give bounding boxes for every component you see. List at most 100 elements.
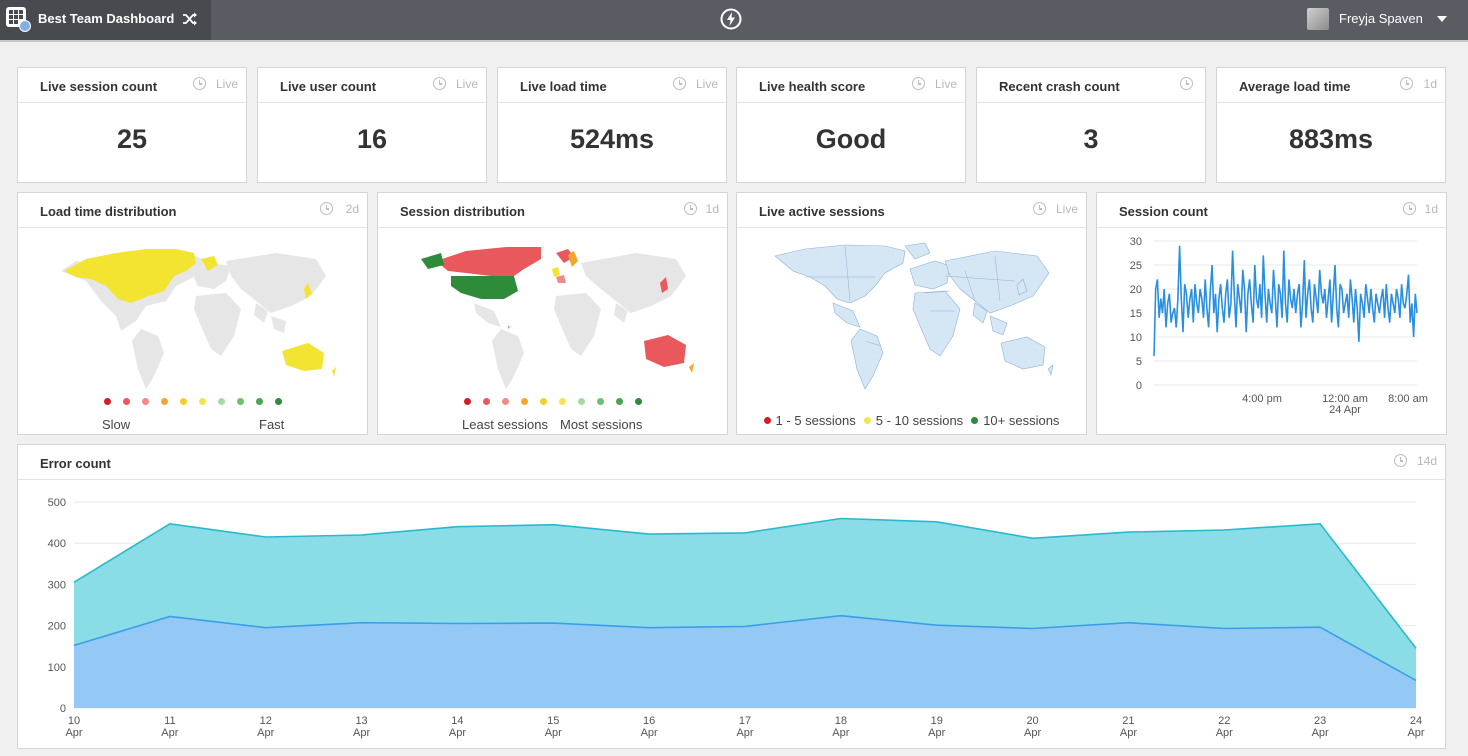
widget-header[interactable]: Average load time 1d [1217,68,1445,103]
clock-icon [912,77,925,90]
lightning-bolt-icon[interactable] [720,8,742,30]
widget-title: Live health score [759,79,866,94]
load-time-map[interactable] [46,241,346,391]
live-active-sessions-widget: Live active sessions Live 1 - 5 sessions… [736,192,1087,435]
y-tick-label: 25 [1130,260,1142,272]
widget-header[interactable]: Live load time Live [498,68,726,103]
legend-color-dot [122,398,130,405]
legend-color-dot [615,398,623,405]
x-tick-label: 22 [1218,715,1230,727]
clock-icon [1403,202,1416,215]
x-tick-label: Apr [1407,727,1424,739]
stat-value: 25 [116,124,148,154]
clock-icon [1033,202,1046,215]
x-tick-label: 11 [164,715,175,727]
legend-color-dot [463,398,471,405]
widget-title: Load time distribution [40,204,177,219]
widget-period: Live [695,77,718,91]
color-scale-legend [18,398,367,405]
clock-icon [320,202,333,215]
widget-title: Live load time [520,79,607,94]
x-tick-label: Apr [1312,727,1329,739]
clock-icon [193,77,206,90]
avatar[interactable] [1307,8,1329,30]
x-tick-label: 18 [835,715,847,727]
x-tick-label: 17 [739,715,751,727]
legend-item: 1 - 5 sessions [763,413,856,428]
series-area [74,615,1416,708]
widget-header[interactable]: Live user count Live [258,68,486,103]
widget-header[interactable]: Load time distribution 2d [18,193,367,228]
widget-period: Live [455,77,478,91]
clock-icon [684,202,697,215]
legend-color-dot [501,398,509,405]
sessions-legend: 1 - 5 sessions 5 - 10 sessions 10+ session… [737,413,1086,428]
widget-period: 1d [1423,77,1437,91]
legend-color-dot [971,417,979,424]
widget-header[interactable]: Session distribution 1d [378,193,727,228]
world-map-base [474,253,686,389]
stat-card[interactable]: Live session count Live 25 [17,67,247,183]
widget-title: Live active sessions [759,204,885,219]
widget-header[interactable]: Error count 14d [18,445,1445,480]
dashboard-switcher[interactable]: Best Team Dashboard [0,0,211,40]
stat-card[interactable]: Live user count Live 16 [257,67,487,183]
x-tick-label: Apr [65,727,82,739]
x-tick-label: 21 [1122,715,1134,727]
widget-title: Live session count [40,79,158,94]
widget-header[interactable]: Live health score Live [737,68,965,103]
x-tick-label: 4:00 pm [1242,393,1282,405]
error-count-chart[interactable]: 010020030040050010Apr11Apr12Apr13Apr14Ap… [18,481,1445,748]
dashboard-title[interactable]: Best Team Dashboard [38,11,175,26]
y-tick-label: 300 [48,579,66,591]
user-name[interactable]: Freyja Spaven [1339,11,1423,26]
legend-color-dot [198,398,206,405]
legend-color-dot [539,398,547,405]
widget-period: Live [1055,202,1078,216]
legend-low-label: Least sessions [462,417,548,432]
widget-period: 1d [705,202,719,216]
widget-header[interactable]: Session count 1d [1097,193,1446,228]
apps-grid-icon[interactable] [6,7,31,32]
stat-card[interactable]: Average load time 1d 883ms [1216,67,1446,183]
widget-period: 2d [345,202,359,216]
stat-card[interactable]: Recent crash count 3 [976,67,1206,183]
x-tick-label: Apr [545,727,562,739]
clock-icon [433,77,446,90]
legend-color-dot [863,417,871,424]
stat-card[interactable]: Live load time Live 524ms [497,67,727,183]
x-tick-label: Apr [257,727,274,739]
shuffle-icon[interactable] [182,11,198,27]
session-count-widget: Session count 1d 0 5 10 15 20 25 30 4:00 pm 12:0… [1096,192,1447,435]
legend-color-dot [141,398,149,405]
x-tick-label: Apr [736,727,753,739]
stat-card[interactable]: Live health score Live Good [736,67,966,183]
stat-value: Good [815,124,887,154]
legend-color-dot [274,398,282,405]
y-tick-label: 500 [48,497,66,509]
widget-title: Session distribution [400,204,525,219]
session-distribution-map[interactable] [406,241,706,391]
widget-header[interactable]: Recent crash count [977,68,1205,103]
widget-header[interactable]: Live active sessions Live [737,193,1086,228]
error-count-widget: Error count 14d 0 100 200 300 400 500 10 Apr 11 A… [17,444,1446,749]
y-tick-label: 0 [1136,380,1142,392]
stat-value: 3 [1083,124,1099,154]
y-tick-label: 100 [48,662,66,674]
y-tick-label: 10 [1130,332,1142,344]
legend-color-dot [482,398,490,405]
chevron-down-icon[interactable] [1437,16,1447,22]
live-active-sessions-map[interactable] [765,241,1065,391]
x-tick-label: 10 [68,715,80,727]
legend-label: 10+ sessions [983,413,1060,428]
x-tick-label: 8:00 am [1388,393,1428,405]
x-tick-label: 20 [1026,715,1038,727]
y-tick-label: 5 [1136,356,1142,368]
widget-header[interactable]: Live session count Live [18,68,246,103]
x-tick-label: 12 [260,715,272,727]
legend-color-dot [160,398,168,405]
y-tick-label: 400 [48,538,66,550]
x-tick-label: 19 [931,715,943,727]
legend-color-dot [577,398,585,405]
